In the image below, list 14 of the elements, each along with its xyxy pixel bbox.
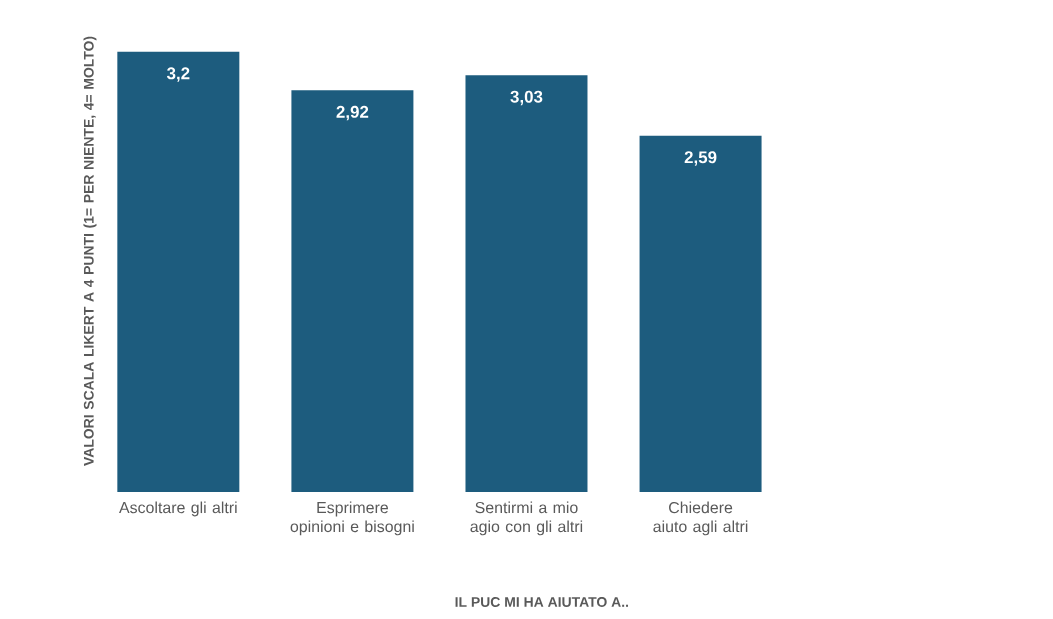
bar xyxy=(117,51,240,492)
y-axis-title: VALORI SCALA LIKERT A 4 PUNTI (1= PER NIENTE, 4= MOLTO) xyxy=(83,36,97,466)
x-tick-label: Esprimere opinioni e bisogni xyxy=(290,501,414,536)
bar xyxy=(465,75,588,492)
x-axis-title: IL PUC MI HA AIUTATO A.. xyxy=(455,597,629,607)
data-label: 3,03 xyxy=(510,90,543,106)
data-label: 3,2 xyxy=(166,67,190,82)
data-label: 2,92 xyxy=(336,105,369,121)
x-tick-label: Chiedere aiuto agli altri xyxy=(653,501,748,536)
x-tick-label: Sentirmi a mio agio con gli altri xyxy=(470,501,583,536)
x-tick-label: Ascoltare gli altri xyxy=(119,501,237,517)
data-label: 2,59 xyxy=(684,151,717,166)
bar xyxy=(639,135,762,492)
bar xyxy=(291,90,414,492)
